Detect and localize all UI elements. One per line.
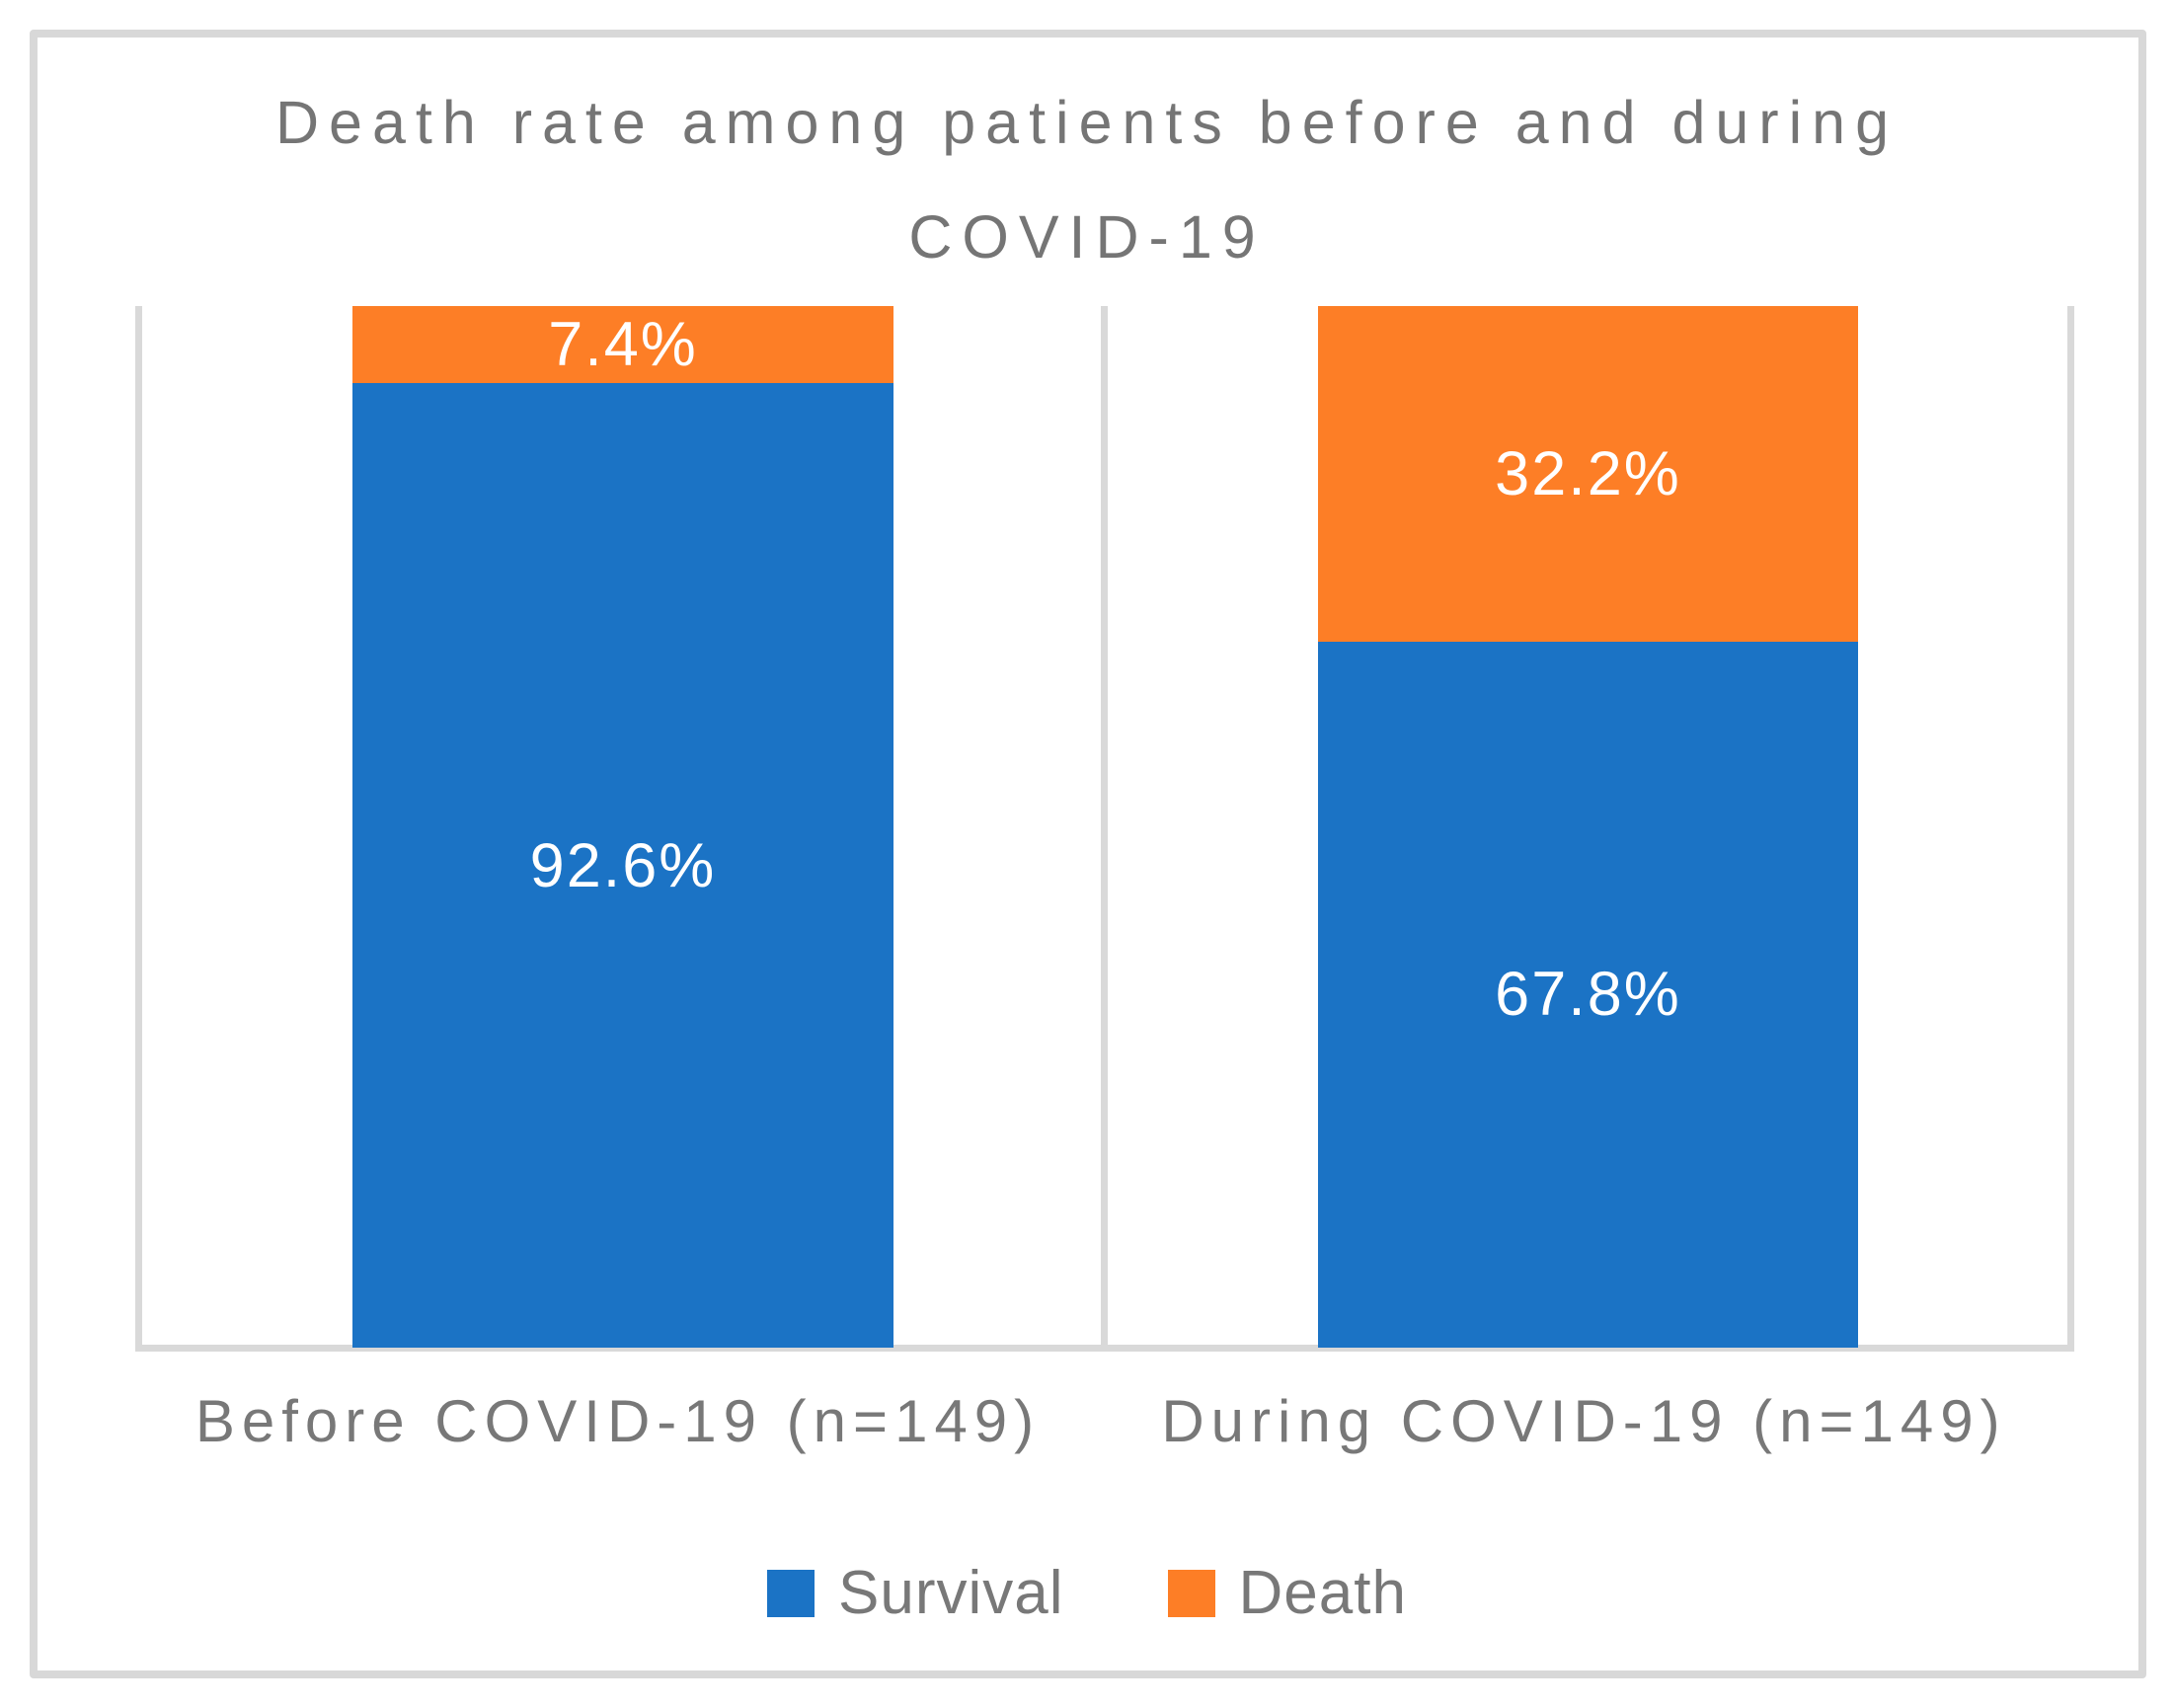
legend-item-death: Death [1167, 1558, 1407, 1628]
data-label-survival-during: 67.8% [1495, 960, 1681, 1030]
chart-title-line-2: COVID-19 [908, 203, 1266, 271]
bar-before-covid: 7.4% 92.6% [352, 306, 893, 1348]
y-axis-line [135, 306, 142, 1348]
x-axis-line [135, 1345, 2074, 1352]
category-label-during-covid: During COVID-19 (n=149) [1161, 1388, 2007, 1454]
chart-title: Death rate among patients before and dur… [0, 65, 2174, 294]
data-label-survival-before: 92.6% [529, 830, 717, 900]
survival-legend-swatch [767, 1569, 815, 1617]
plot-area: 7.4% 92.6% 32.2% 67.8% [0, 306, 2174, 1352]
legend-label-survival: Survival [838, 1559, 1064, 1627]
death-legend-swatch [1167, 1569, 1215, 1617]
category-label-before-covid: Before COVID-19 (n=149) [194, 1388, 1042, 1454]
death-segment-before-covid: 7.4% [352, 306, 893, 384]
legend-label-death: Death [1238, 1559, 1407, 1627]
legend: Survival Death [0, 1558, 2174, 1628]
plot-right-border-line [2067, 306, 2074, 1348]
data-label-death-during: 32.2% [1495, 438, 1681, 508]
category-separator-line [1101, 306, 1108, 1348]
data-label-death-before: 7.4% [548, 310, 698, 380]
legend-item-survival: Survival [767, 1558, 1064, 1628]
bar-during-covid: 32.2% 67.8% [1318, 306, 1858, 1348]
chart-title-line-1: Death rate among patients before and dur… [274, 89, 1900, 156]
death-segment-during-covid: 32.2% [1318, 306, 1858, 642]
survival-segment-before-covid: 92.6% [352, 383, 893, 1348]
survival-segment-during-covid: 67.8% [1318, 641, 1858, 1348]
